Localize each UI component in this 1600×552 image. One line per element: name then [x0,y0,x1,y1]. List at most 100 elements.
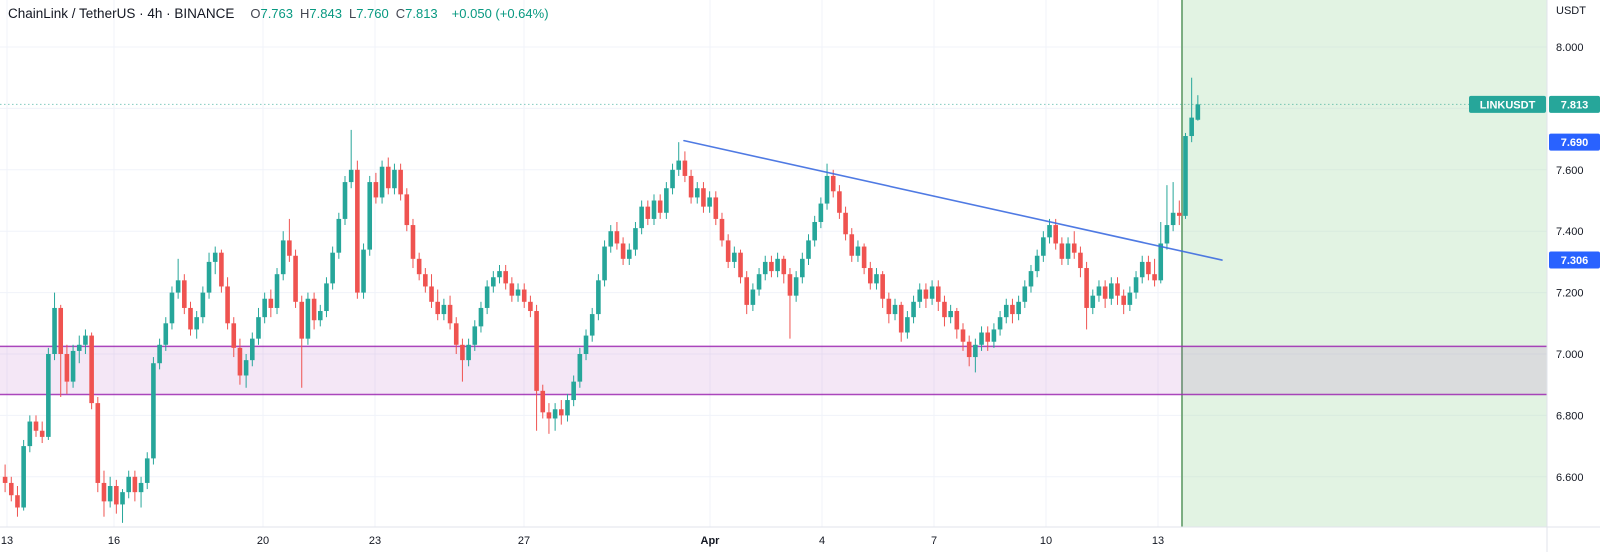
candle [416,258,422,275]
candle [540,390,546,413]
candle [423,274,428,287]
candle [688,175,694,198]
candle [274,274,280,308]
candle [392,169,397,189]
svg-text:8.000: 8.000 [1556,42,1584,54]
candle [639,206,644,229]
candle [744,277,749,305]
projection-zone[interactable] [1182,0,1547,527]
candle [447,304,453,324]
candle [385,166,391,189]
svg-text:7.306: 7.306 [1561,255,1589,267]
candle [880,274,885,299]
candle [1127,292,1133,305]
time-axis[interactable] [0,527,1600,552]
candle [114,486,119,505]
candle [361,249,366,293]
candle [89,335,94,404]
candle [676,160,682,170]
candle [1016,301,1021,315]
symbol-price-badge: LINKUSDT [1469,95,1546,113]
close-label: C [395,6,406,21]
candle [169,292,175,324]
candle [33,421,39,431]
candle [336,218,342,253]
candle [1109,283,1114,299]
candle [911,301,916,318]
candle [1022,286,1028,302]
candle [843,212,848,235]
candle [1003,304,1009,318]
candle [830,175,836,192]
svg-text:7.000: 7.000 [1556,349,1584,361]
svg-text:16: 16 [108,535,120,547]
candle [1102,286,1108,299]
candle [997,317,1003,330]
candle [886,298,892,315]
candle [732,252,737,262]
candle [503,271,508,284]
candle [1189,117,1194,137]
support-band[interactable] [0,345,1547,396]
candle [330,252,335,284]
candle [552,409,558,419]
candle [1115,283,1120,296]
candle [898,304,904,333]
candle [571,381,576,401]
candle [441,304,447,315]
candle [929,286,935,299]
candle [231,323,237,348]
candle [398,169,403,195]
candle [299,301,305,339]
candle [509,283,515,296]
candle [324,283,329,312]
candle [905,317,910,333]
candle [1121,295,1126,305]
trendline[interactable] [683,139,1223,261]
candle [453,323,459,345]
candle [460,344,465,361]
candle [515,289,521,296]
candle [966,341,972,358]
svg-text:7.200: 7.200 [1556,288,1584,300]
candle [219,252,224,287]
candle [404,194,410,226]
candle [194,317,199,330]
price-axis[interactable] [1547,0,1600,552]
candle [1139,261,1145,278]
candle [317,311,323,321]
candle [633,228,638,250]
candle [1177,212,1182,216]
candle [769,261,774,272]
candle [991,329,997,342]
candle [379,166,385,198]
candle [1084,268,1089,308]
candle [182,280,187,308]
candle [694,188,700,198]
candle [800,258,805,278]
candle [367,182,373,250]
candle [64,354,70,382]
candle [756,274,762,290]
candle [70,350,76,382]
candle [1164,225,1170,244]
candle [917,289,923,302]
candle [1096,286,1102,296]
candle [855,246,861,256]
candle [775,258,780,272]
candle [707,197,712,207]
candle [979,332,984,345]
candle [985,332,991,342]
candle [1183,136,1188,216]
candle [46,354,51,437]
candle [528,301,533,312]
candle [559,409,564,416]
candle [620,243,626,259]
low-label: L [348,6,357,21]
candle [1028,271,1034,287]
candle [95,403,101,483]
candle [138,482,144,493]
symbol-title[interactable]: ChainLink / TetherUS · 4h · BINANCE [8,6,235,21]
